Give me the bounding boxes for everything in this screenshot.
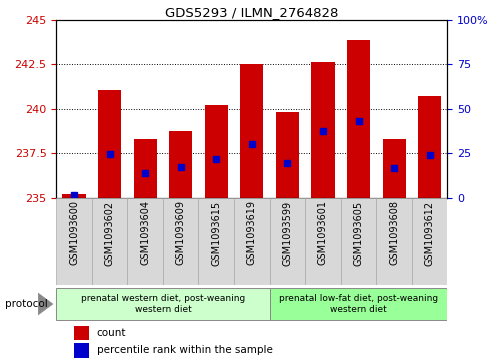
Bar (305, 198, 340, 285)
Bar (311, 62, 334, 198)
Bar (234, 198, 269, 285)
Bar (376, 198, 411, 285)
Bar (133, 139, 156, 198)
Text: GSM1093605: GSM1093605 (353, 200, 363, 266)
Bar (74, 343, 89, 358)
Text: GSM1093602: GSM1093602 (104, 200, 114, 266)
Text: prenatal western diet, post-weaning
western diet: prenatal western diet, post-weaning west… (81, 294, 244, 314)
Bar (56, 198, 92, 285)
Text: count: count (96, 328, 126, 338)
Text: GSM1093608: GSM1093608 (388, 200, 398, 265)
Title: GDS5293 / ILMN_2764828: GDS5293 / ILMN_2764828 (165, 6, 338, 19)
Bar (198, 198, 234, 285)
Bar (417, 97, 440, 198)
Bar (204, 105, 227, 198)
Text: percentile rank within the sample: percentile rank within the sample (96, 345, 272, 355)
Text: GSM1093599: GSM1093599 (282, 200, 292, 266)
Bar (269, 198, 305, 285)
Bar (163, 198, 198, 285)
Text: protocol: protocol (5, 299, 47, 309)
Text: GSM1093604: GSM1093604 (140, 200, 150, 265)
Text: GSM1093612: GSM1093612 (424, 200, 434, 266)
Text: prenatal low-fat diet, post-weaning
western diet: prenatal low-fat diet, post-weaning west… (278, 294, 437, 314)
Polygon shape (38, 293, 53, 315)
Bar (74, 326, 89, 340)
Bar (346, 40, 369, 198)
Text: GSM1093615: GSM1093615 (211, 200, 221, 266)
Bar (240, 65, 263, 198)
Bar (169, 131, 192, 198)
Bar (62, 194, 85, 198)
Bar (340, 198, 376, 285)
Text: GSM1093609: GSM1093609 (175, 200, 185, 265)
Bar (127, 198, 163, 285)
Bar (275, 112, 298, 198)
Bar (56, 289, 269, 319)
Bar (382, 139, 405, 198)
Bar (98, 90, 121, 198)
Bar (92, 198, 127, 285)
Text: GSM1093601: GSM1093601 (317, 200, 327, 265)
Bar (269, 289, 447, 319)
Bar (411, 198, 447, 285)
Text: GSM1093619: GSM1093619 (246, 200, 256, 265)
Text: GSM1093600: GSM1093600 (69, 200, 79, 265)
